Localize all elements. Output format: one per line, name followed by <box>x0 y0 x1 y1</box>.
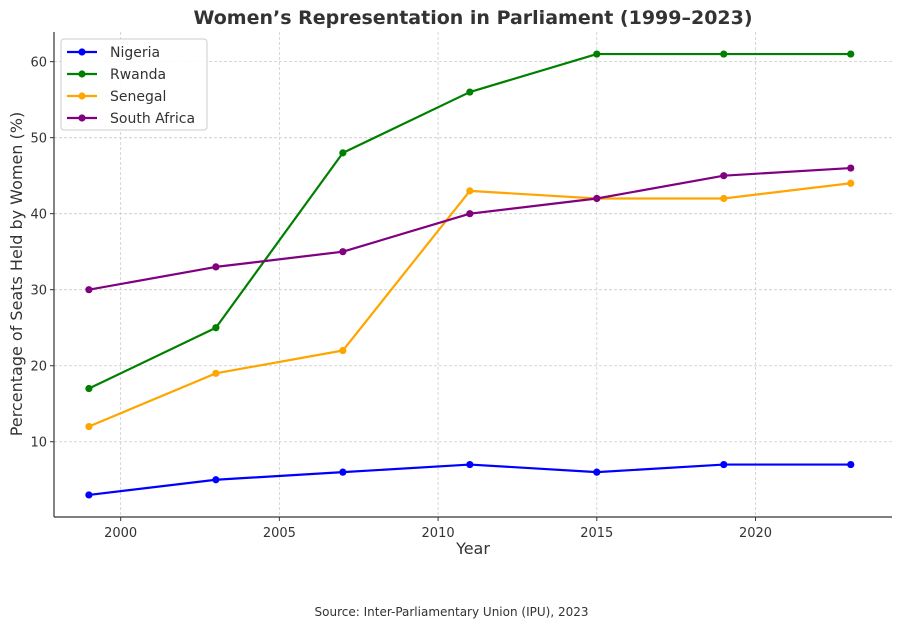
x-tick-label: 2015 <box>580 526 613 541</box>
data-point <box>339 149 347 157</box>
data-point <box>339 346 347 355</box>
x-ticks: 2000 2005 2010 2015 2020 <box>104 517 772 541</box>
data-point <box>466 187 474 195</box>
data-point <box>847 460 855 469</box>
data-point <box>212 369 220 377</box>
y-tick-label: 20 <box>30 360 47 375</box>
x-axis-label: Year <box>455 539 490 558</box>
y-tick-label: 30 <box>30 284 47 299</box>
y-tick-label: 10 <box>30 436 47 451</box>
legend: Nigeria Rwanda Senegal South Africa <box>60 38 208 131</box>
data-point <box>593 194 601 203</box>
data-point <box>593 50 601 58</box>
y-tick-label: 40 <box>30 208 47 223</box>
data-point <box>720 194 728 203</box>
data-point <box>720 172 728 180</box>
series-line <box>88 166 851 291</box>
data-point <box>85 422 93 431</box>
series-line <box>88 182 851 428</box>
data-point <box>720 460 728 469</box>
legend-label: Rwanda <box>110 67 166 83</box>
data-point <box>466 88 474 96</box>
data-point <box>593 468 601 476</box>
data-point <box>212 324 220 332</box>
y-axis-label: Percentage of Seats Held by Women (%) <box>7 112 26 436</box>
y-tick-label: 60 <box>30 56 47 71</box>
data-point <box>85 491 93 499</box>
source-note: Source: Inter-Parliamentary Union (IPU),… <box>314 605 589 619</box>
series-nigeria <box>85 460 855 499</box>
data-point <box>466 210 474 218</box>
line-chart: Women’s Representation in Parliament (19… <box>7 7 892 558</box>
data-point <box>339 248 347 256</box>
data-point <box>847 50 855 58</box>
legend-swatch-marker <box>78 48 86 56</box>
legend-swatch-marker <box>78 114 86 122</box>
legend-label: South Africa <box>110 111 195 127</box>
data-point <box>720 50 728 58</box>
series-line <box>88 463 851 497</box>
x-tick-label: 2000 <box>104 526 137 541</box>
data-point <box>847 164 855 172</box>
data-point <box>339 468 347 476</box>
x-tick-label: 2020 <box>739 526 772 541</box>
series-rwanda <box>85 50 855 393</box>
data-point <box>212 263 220 271</box>
y-ticks: 10 20 30 40 50 60 <box>30 56 54 451</box>
axes <box>53 32 892 518</box>
x-tick-label: 2010 <box>422 526 455 541</box>
data-point <box>85 384 93 393</box>
data-point <box>85 286 93 294</box>
legend-frame <box>60 38 208 131</box>
legend-label: Nigeria <box>110 45 160 61</box>
data-point <box>212 476 220 484</box>
x-tick-label: 2005 <box>263 526 296 541</box>
legend-swatch-marker <box>78 70 86 78</box>
data-point <box>847 179 855 187</box>
data-point <box>466 460 474 469</box>
legend-label: Senegal <box>110 89 166 105</box>
series-south-africa <box>85 164 855 294</box>
legend-swatch-marker <box>78 92 86 100</box>
series-group <box>85 50 855 499</box>
y-tick-label: 50 <box>30 132 47 147</box>
chart-title: Women’s Representation in Parliament (19… <box>193 7 752 29</box>
